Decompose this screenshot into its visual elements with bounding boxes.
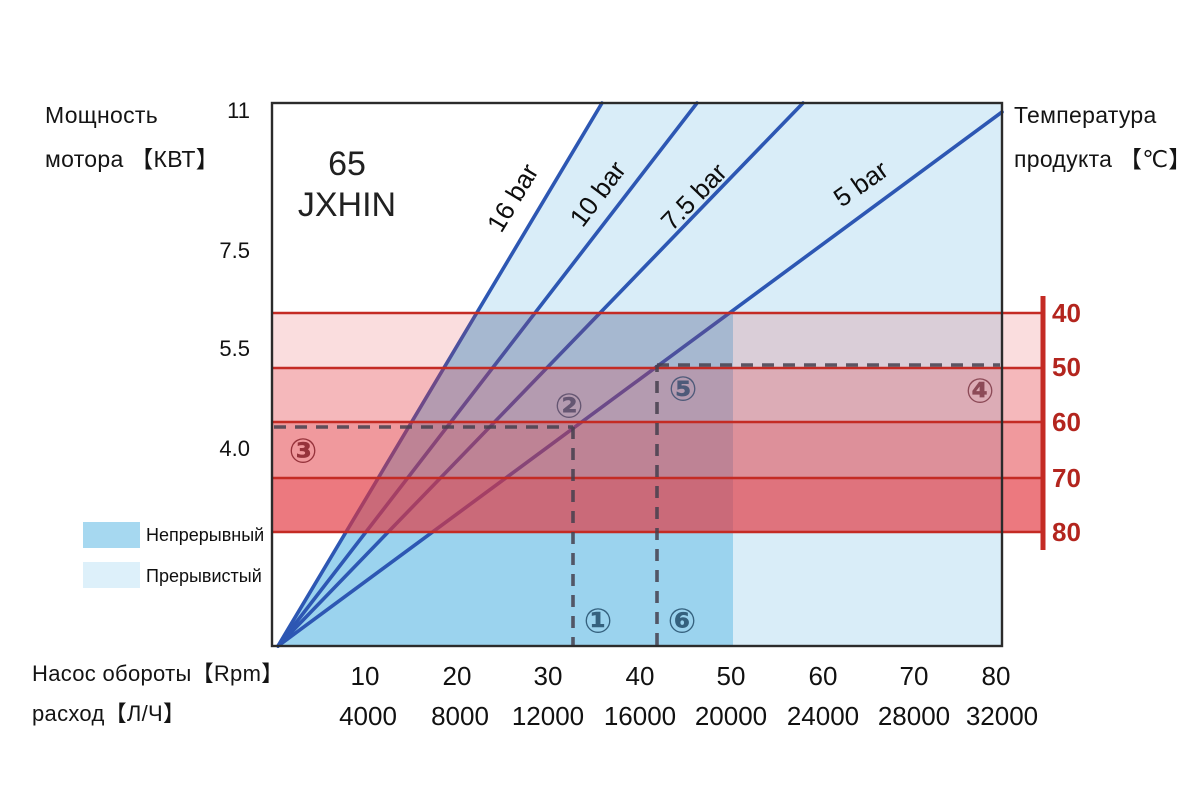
curve-7-5bar [276,101,805,648]
rpm-tick-50: 50 [716,661,746,691]
temp-tick-50: 50 [1052,352,1081,382]
annotation-step-2: ② [554,387,584,425]
temp-tick-40: 40 [1052,298,1081,328]
guide-point-b [655,363,1000,645]
temp-tick-70: 70 [1052,463,1081,493]
power-axis-title-line1: Мощность [45,102,159,128]
legend-swatch-continuous [83,522,140,548]
flow-tick-28000: 28000 [877,701,951,731]
flow-tick-4000: 4000 [339,701,397,731]
legend-swatch-intermittent [83,562,140,588]
rpm-tick-30: 30 [533,661,563,691]
flow-tick-12000: 12000 [511,701,585,731]
curve-5bar [276,110,1004,648]
flow-tick-20000: 20000 [694,701,768,731]
power-tick-7-5: 7.5 [219,238,250,263]
flow-tick-16000: 16000 [603,701,677,731]
rpm-tick-20: 20 [442,661,472,691]
curve-16bar [276,101,604,648]
pressure-curves [276,101,1004,648]
temp-axis-title-line1: Температура [1014,102,1157,128]
plot-border [270,101,1004,648]
power-tick-4-0: 4.0 [219,436,250,461]
flow-tick-32000: 32000 [965,701,1039,731]
annotation-step-3: ③ [288,432,318,470]
rpm-tick-70: 70 [899,661,929,691]
annotation-step-1: ① [583,602,613,640]
chart-title-size: 65 [328,145,366,183]
curve-10bar [276,101,699,648]
flow-tick-8000: 8000 [431,701,489,731]
legend-label-intermittent: Прерывистый [146,566,262,586]
annotation-step-5: ⑤ [668,370,698,408]
chart-title-model: JXHIN [297,186,397,224]
temp-axis-title-line2: продукта 【℃】 [1014,146,1192,172]
x-axis-title-line2: расход【Л/Ч】 [32,701,186,726]
temp-tick-60: 60 [1052,407,1081,437]
power-tick-11: 11 [227,98,250,123]
annotation-step-4: ④ [965,372,995,410]
rpm-tick-10: 10 [350,661,380,691]
power-tick-5-5: 5.5 [219,336,250,361]
x-axis-title-line1: Насос обороты【Rpm】 [32,661,284,686]
rpm-tick-80: 80 [981,661,1011,691]
power-axis-title-line2: мотора 【КВТ】 [45,146,219,172]
legend-label-continuous: Непрерывный [146,525,265,545]
guide-point-a [274,425,575,645]
temp-tick-80: 80 [1052,517,1081,547]
guide-lines [274,363,1000,645]
annotation-step-6: ⑥ [667,602,697,640]
rpm-tick-40: 40 [625,661,655,691]
flow-tick-24000: 24000 [786,701,860,731]
rpm-tick-60: 60 [808,661,838,691]
